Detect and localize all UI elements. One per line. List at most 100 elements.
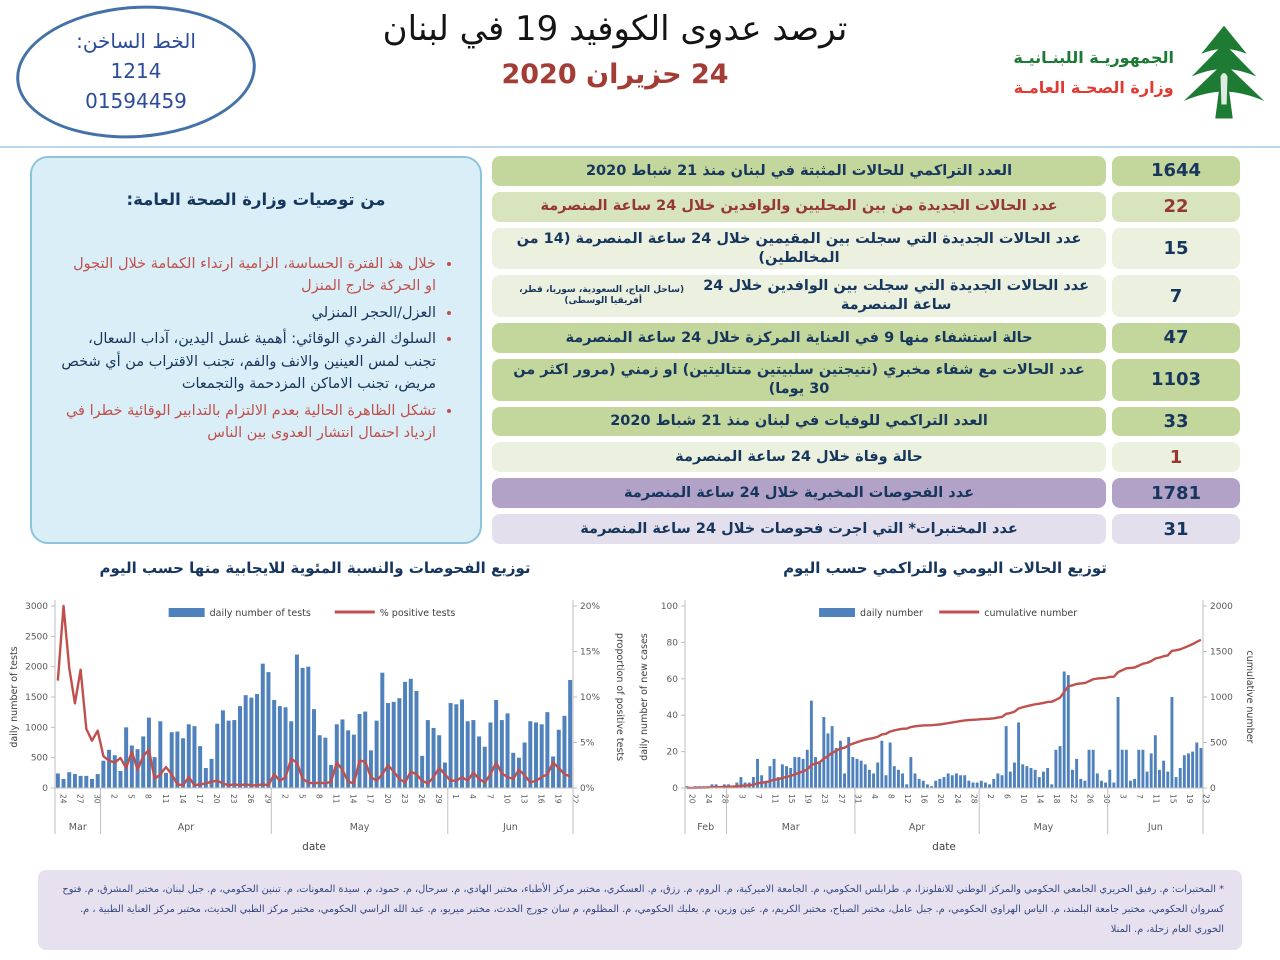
stat-label: عدد الحالات مع شفاء مخبري (نتيجتين سلبيت… [492,358,1106,401]
svg-text:8: 8 [315,794,324,799]
recommendation-item: خلال هذ الفترة الحساسة، الزامية ارتداء ا… [58,253,436,298]
svg-text:22: 22 [571,794,580,804]
ministry-logo: الجمهوريـة اللبنـانيـة وزارة الصحـة العا… [1013,24,1268,122]
svg-text:7: 7 [754,794,763,799]
svg-text:0: 0 [1210,784,1216,794]
stat-value: 1103 [1112,358,1240,401]
svg-text:15: 15 [1168,794,1177,804]
svg-text:20: 20 [667,748,679,758]
svg-text:Apr: Apr [909,822,926,833]
stat-value: 33 [1112,406,1240,437]
svg-text:Mar: Mar [782,822,800,833]
svg-text:daily number of tests: daily number of tests [210,608,311,619]
svg-text:19: 19 [1185,794,1194,804]
svg-text:26: 26 [417,794,426,804]
stat-row: 22 عدد الحالات الجديدة من بين المحليين وا… [492,191,1240,222]
svg-text:0: 0 [672,784,678,794]
svg-text:23: 23 [820,794,829,804]
svg-text:31: 31 [853,794,862,804]
hotline-label: الخط الساخن: [76,29,196,53]
svg-text:10: 10 [1019,794,1028,804]
cedar-logo-icon [1183,25,1265,119]
svg-text:13: 13 [519,794,528,804]
report-date: 24 حزيران 2020 [501,58,729,90]
svg-text:2: 2 [110,794,119,799]
svg-text:23: 23 [229,794,238,804]
header: الخط الساخن: 1214 01594459 ترصد عدوى الك… [0,0,1280,148]
svg-text:6: 6 [1003,794,1012,799]
svg-text:500: 500 [31,754,48,764]
svg-text:2000: 2000 [1210,602,1233,612]
stat-row: 47 حالة استشفاء منها 9 في العناية المركزة… [492,323,1240,353]
report-title: ترصد عدوى الكوفيد 19 في لبنان [382,9,848,49]
svg-text:Mar: Mar [69,822,87,833]
svg-text:15%: 15% [580,648,600,658]
svg-text:4: 4 [468,794,477,799]
svg-text:40: 40 [667,711,679,721]
svg-text:May: May [350,822,370,833]
stat-value: 1781 [1112,478,1240,509]
svg-text:11: 11 [161,794,170,804]
svg-text:14: 14 [1036,794,1045,804]
svg-text:27: 27 [837,794,846,804]
svg-text:27: 27 [75,794,84,804]
svg-text:14: 14 [178,794,187,804]
tests-chart-panel: توزيع الفحوصات والنسبة المئوية للايجابية… [0,546,630,864]
stat-row: 31 عدد المختبرات* التي اجرت فحوصات خلال 2… [492,514,1240,544]
svg-text:16: 16 [537,794,546,804]
svg-text:26: 26 [1085,794,1094,804]
svg-text:4: 4 [870,794,879,799]
hotline-badge: الخط الساخن: 1214 01594459 [11,0,261,147]
svg-text:5%: 5% [580,739,595,749]
svg-text:11: 11 [1152,794,1161,804]
recommendations-panel: من توصيات وزارة الصحة العامة: خلال هذ ال… [30,156,482,544]
svg-text:15: 15 [787,794,796,804]
stat-row: 33 العدد التراكمي للوفيات في لبنان منذ 21… [492,406,1240,437]
stat-value: 31 [1112,514,1240,544]
svg-text:500: 500 [1210,739,1227,749]
svg-text:date: date [302,841,326,853]
svg-text:2000: 2000 [25,663,48,673]
stat-value: 1 [1112,442,1240,473]
svg-text:20%: 20% [580,602,600,612]
svg-text:23: 23 [400,794,409,804]
svg-text:0%: 0% [580,784,595,794]
svg-text:20: 20 [936,794,945,804]
svg-text:3: 3 [1119,794,1128,799]
recommendation-item: السلوك الفردي الوقائي: أهمية غسل اليدين،… [58,328,436,395]
svg-text:100: 100 [661,602,678,612]
svg-text:10: 10 [502,794,511,804]
stat-label: العدد التراكمي للحالات المثبتة في لبنان … [492,156,1106,186]
svg-text:1000: 1000 [1210,693,1233,703]
svg-text:1500: 1500 [25,693,48,703]
svg-text:29: 29 [434,794,443,804]
stat-label: حالة وفاة خلال 24 ساعة المنصرمة [492,442,1106,473]
stat-label: العدد التراكمي للوفيات في لبنان منذ 21 ش… [492,406,1106,437]
svg-text:12: 12 [903,794,912,804]
svg-text:19: 19 [804,794,813,804]
svg-text:20: 20 [688,794,697,804]
svg-text:10%: 10% [580,693,600,703]
stat-label: عدد الحالات الجديدة التي سجلت بين المقيم… [492,227,1106,270]
stat-label: عدد الحالات الجديدة من بين المحليين والو… [492,191,1106,222]
svg-text:17: 17 [195,794,204,804]
svg-text:May: May [1034,822,1054,833]
stat-label: عدد الحالات الجديدة التي سجلت بين الوافد… [492,275,1106,318]
svg-text:80: 80 [667,638,679,648]
svg-text:3: 3 [737,794,746,799]
svg-text:daily number of new cases: daily number of new cases [639,633,650,761]
svg-text:28: 28 [969,794,978,804]
svg-text:Feb: Feb [697,822,714,833]
svg-text:30: 30 [93,794,102,804]
svg-text:daily number of tests: daily number of tests [9,646,20,747]
stat-value: 1644 [1112,156,1240,186]
recommendations-title: من توصيات وزارة الصحة العامة: [126,190,386,209]
svg-text:11: 11 [771,794,780,804]
svg-text:2500: 2500 [25,632,48,642]
svg-text:Jun: Jun [1147,822,1163,833]
svg-text:5: 5 [297,794,306,799]
svg-text:2: 2 [986,794,995,799]
stat-label: عدد المختبرات* التي اجرت فحوصات خلال 24 … [492,514,1106,544]
svg-text:date: date [932,841,956,853]
